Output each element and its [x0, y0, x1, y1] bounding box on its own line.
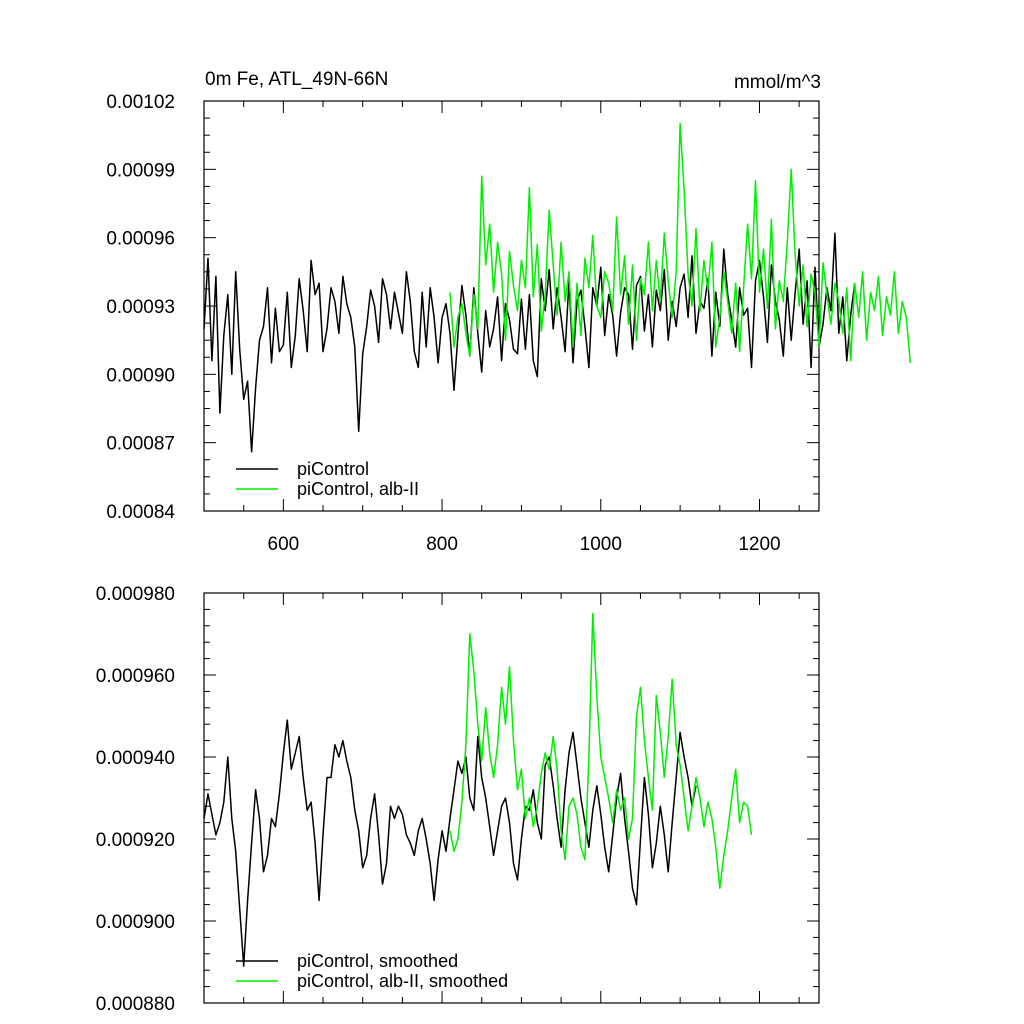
y-tick-label: 0.000900: [96, 912, 175, 933]
series-line-picontrol: [203, 719, 697, 967]
legend-label: piControl, smoothed: [297, 951, 458, 971]
y-tick-label: 0.000880: [96, 994, 175, 1015]
units-label: mmol/m^3: [734, 72, 821, 93]
y-tick-label: 0.00099: [106, 160, 175, 181]
y-tick-label: 0.000920: [96, 830, 175, 851]
y-tick-label: 0.00102: [106, 92, 175, 113]
top-panel: 600 800 1000 1200 0.00084 0.00087 0.00090 0.000…: [106, 69, 912, 555]
series-line-alb-ii: [449, 123, 912, 363]
plot-frame: [203, 592, 820, 1004]
y-tick-label: 0.000980: [96, 584, 175, 605]
y-tick-label: 0.00096: [106, 229, 175, 250]
x-tick-label: 1000: [580, 534, 622, 555]
series-line-picontrol: [203, 232, 856, 453]
y-tick-label: 0.000940: [96, 748, 175, 769]
y-tick-label: 0.000960: [96, 666, 175, 687]
y-tick-label: 0.00090: [106, 365, 175, 386]
legend-label: piControl, alb-II: [297, 479, 419, 499]
y-tick-label: 0.00093: [106, 297, 175, 318]
bottom-panel: 0.000880 0.000900 0.000920 0.000940 0.000960…: [96, 584, 820, 1015]
x-tick-label: 1200: [738, 534, 780, 555]
y-tick-label: 0.00084: [106, 502, 175, 523]
series-line-alb-ii: [449, 612, 753, 889]
chart-title: 0m Fe, ATL_49N-66N: [205, 69, 388, 90]
plot-frame: [203, 100, 820, 512]
x-tick-label: 600: [268, 534, 300, 555]
x-tick-label: 800: [426, 534, 458, 555]
legend-label: piControl, alb-II, smoothed: [297, 971, 508, 991]
y-tick-label: 0.00087: [106, 434, 175, 455]
legend-label: piControl: [297, 459, 369, 479]
